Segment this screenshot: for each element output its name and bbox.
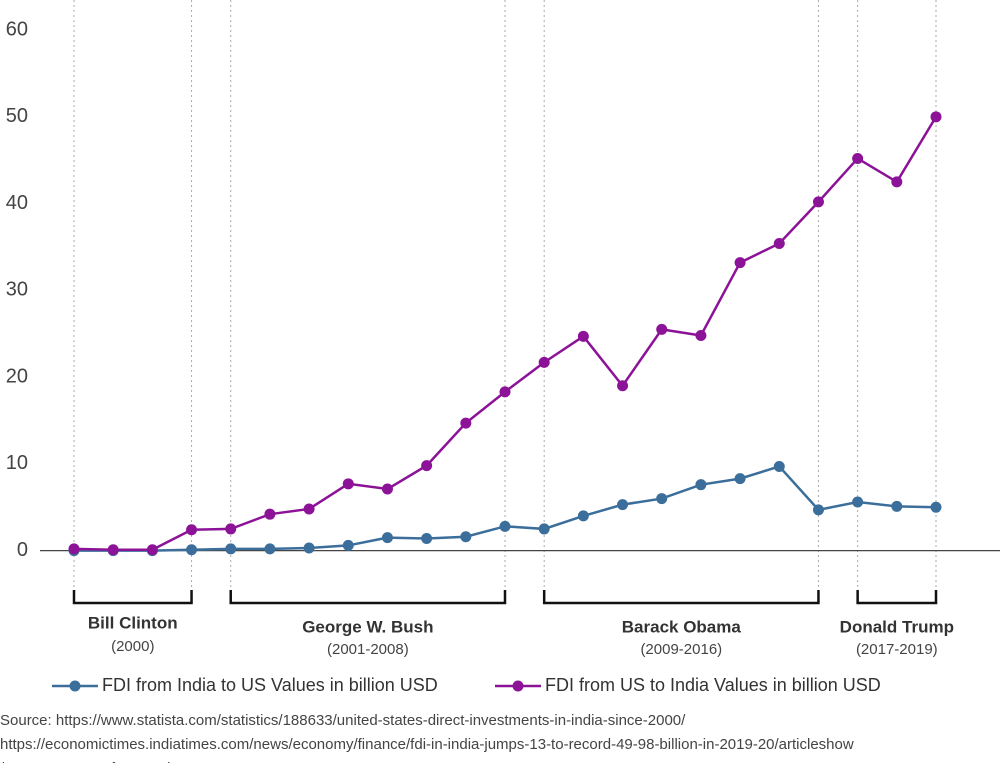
point xyxy=(146,544,158,556)
source-line: /76070872.cms?from=mdr xyxy=(0,760,176,763)
y-tick-label: 40 xyxy=(6,192,28,214)
point xyxy=(342,539,354,551)
point xyxy=(891,500,903,512)
era-years: (2017-2019) xyxy=(856,641,938,658)
point xyxy=(930,111,942,123)
source-line: https://economictimes.indiatimes.com/new… xyxy=(0,736,854,753)
source-line: Source: https://www.statista.com/statist… xyxy=(0,712,686,729)
era-bracket xyxy=(72,590,193,605)
point xyxy=(852,152,864,164)
legend-label: FDI from US to India Values in billion U… xyxy=(545,675,881,695)
point xyxy=(421,532,433,544)
point xyxy=(107,544,119,556)
era-years: (2001-2008) xyxy=(327,641,409,658)
point xyxy=(930,501,942,513)
point xyxy=(773,237,785,249)
point xyxy=(186,544,198,556)
point xyxy=(773,460,785,472)
point xyxy=(656,493,668,505)
point xyxy=(381,483,393,495)
point xyxy=(225,543,237,555)
point xyxy=(577,330,589,342)
y-tick-label: 50 xyxy=(6,105,28,127)
era-name: George W. Bush xyxy=(302,617,433,636)
era-bracket xyxy=(856,590,938,605)
era-name: Barack Obama xyxy=(622,617,742,636)
point xyxy=(852,496,864,508)
era-bracket xyxy=(229,590,507,605)
point xyxy=(538,523,550,535)
point xyxy=(460,417,472,429)
era-bracket xyxy=(542,590,820,605)
y-tick-label: 10 xyxy=(6,452,28,474)
point xyxy=(499,520,511,532)
point xyxy=(891,176,903,188)
y-tick-label: 0 xyxy=(17,539,28,561)
point xyxy=(68,543,80,555)
point xyxy=(264,543,276,555)
point xyxy=(264,508,276,520)
y-tick-label: 30 xyxy=(6,279,28,301)
point xyxy=(734,257,746,269)
era-name: Bill Clinton xyxy=(88,613,178,632)
point xyxy=(538,356,550,368)
point xyxy=(617,380,629,392)
era-years: (2009-2016) xyxy=(640,641,722,658)
point xyxy=(186,524,198,536)
point xyxy=(695,329,707,341)
point xyxy=(617,499,629,511)
point xyxy=(342,478,354,490)
legend-marker xyxy=(69,680,81,692)
era-name: Donald Trump xyxy=(840,617,954,636)
era-years: (2000) xyxy=(111,638,154,655)
point xyxy=(381,532,393,544)
point xyxy=(695,479,707,491)
series-line xyxy=(74,465,937,552)
y-tick-label: 60 xyxy=(6,18,28,40)
legend-label: FDI from India to US Values in billion U… xyxy=(102,675,438,695)
point xyxy=(421,460,433,472)
legend-marker xyxy=(512,680,524,692)
y-tick-label: 20 xyxy=(6,365,28,387)
point xyxy=(812,504,824,516)
point xyxy=(812,196,824,208)
point xyxy=(734,473,746,485)
point xyxy=(499,386,511,398)
point xyxy=(303,503,315,515)
point xyxy=(225,523,237,535)
point xyxy=(460,531,472,543)
point xyxy=(577,510,589,522)
point xyxy=(303,542,315,554)
point xyxy=(656,323,668,335)
